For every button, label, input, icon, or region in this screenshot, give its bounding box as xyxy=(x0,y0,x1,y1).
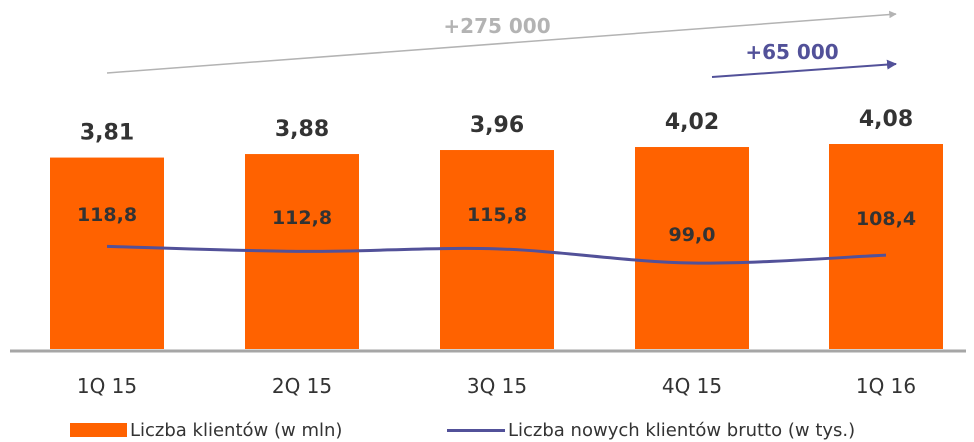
bar-3 xyxy=(635,147,749,349)
legend-swatch-line xyxy=(447,428,505,432)
annotation-label-65000: +65 000 xyxy=(745,40,838,64)
x-tick-label-0: 1Q 15 xyxy=(77,374,137,398)
bar-value-label-0: 3,81 xyxy=(80,121,134,146)
x-tick-label-1: 2Q 15 xyxy=(272,374,332,398)
legend: Liczba klientów (w mln) Liczba nowych kl… xyxy=(0,418,974,442)
line-value-label-4: 108,4 xyxy=(856,208,916,230)
line-value-label-0: 118,8 xyxy=(77,204,137,226)
legend-item-bars: Liczba klientów (w mln) xyxy=(70,418,342,442)
bar-value-label-3: 4,02 xyxy=(665,110,719,135)
x-tick-label-2: 3Q 15 xyxy=(467,374,527,398)
bar-0 xyxy=(50,157,164,349)
line-value-label-1: 112,8 xyxy=(272,207,332,229)
legend-label-line: Liczba nowych klientów brutto (w tys.) xyxy=(508,419,856,441)
line-value-label-3: 99,0 xyxy=(669,224,716,246)
series-line xyxy=(106,244,887,265)
legend-item-line: Liczba nowych klientów brutto (w tys.) xyxy=(447,418,855,442)
bar-value-label-1: 3,88 xyxy=(275,117,329,142)
bar-value-label-2: 3,96 xyxy=(470,113,524,138)
bar-value-label-4: 4,08 xyxy=(859,107,913,132)
bar-4 xyxy=(829,144,943,349)
annotation-label-275000: +275 000 xyxy=(443,14,550,38)
legend-label-bars: Liczba klientów (w mln) xyxy=(130,419,343,441)
annotation-arrow-275000 xyxy=(106,10,897,74)
x-tick-label-3: 4Q 15 xyxy=(662,374,722,398)
chart: 3,81 3,88 3,96 4,02 4,08 1Q 15 2Q 15 3Q 15 4Q 15… xyxy=(10,10,966,398)
annotation-arrow-65000 xyxy=(711,59,897,78)
x-tick-label-4: 1Q 16 xyxy=(856,374,916,398)
legend-swatch-bars xyxy=(70,423,127,437)
line-value-label-2: 115,8 xyxy=(467,204,527,226)
